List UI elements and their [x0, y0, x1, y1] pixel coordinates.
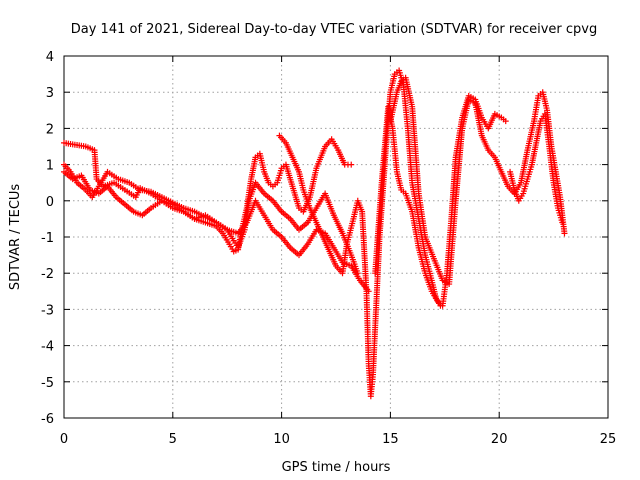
grid [64, 56, 608, 418]
y-tick-label: -6 [41, 412, 54, 427]
y-tick-label: -3 [41, 303, 54, 318]
y-tick-label: -2 [41, 267, 54, 282]
data-point [559, 219, 566, 226]
data-points [61, 67, 568, 400]
x-axis-label: GPS time / hours [282, 460, 391, 475]
y-axis-label: SDTVAR / TECUs [8, 184, 23, 291]
y-tick-labels: 4 3 2 1 0 -1 -2 -3 -4 -5 -6 [41, 50, 54, 427]
y-tick-label: 0 [46, 195, 54, 210]
x-tick-label: 5 [169, 432, 177, 447]
data-point [348, 161, 355, 168]
chart-title: Day 141 of 2021, Sidereal Day-to-day VTE… [71, 22, 597, 37]
y-tick-label: 4 [46, 50, 54, 65]
data-point [502, 118, 509, 125]
y-tick-label: 2 [46, 122, 54, 137]
y-tick-label: 3 [46, 86, 54, 101]
x-tick-label: 25 [600, 432, 617, 447]
x-tick-label: 0 [60, 432, 68, 447]
x-tick-label: 10 [273, 432, 290, 447]
data-point [561, 230, 568, 237]
y-tick-label: -5 [41, 376, 54, 391]
y-tick-label: -4 [41, 340, 54, 355]
x-tick-label: 20 [491, 432, 508, 447]
x-tick-labels: 0 5 10 15 20 25 [60, 432, 616, 447]
y-tick-label: -1 [41, 231, 54, 246]
x-tick-label: 15 [382, 432, 399, 447]
y-tick-label: 1 [46, 159, 54, 174]
